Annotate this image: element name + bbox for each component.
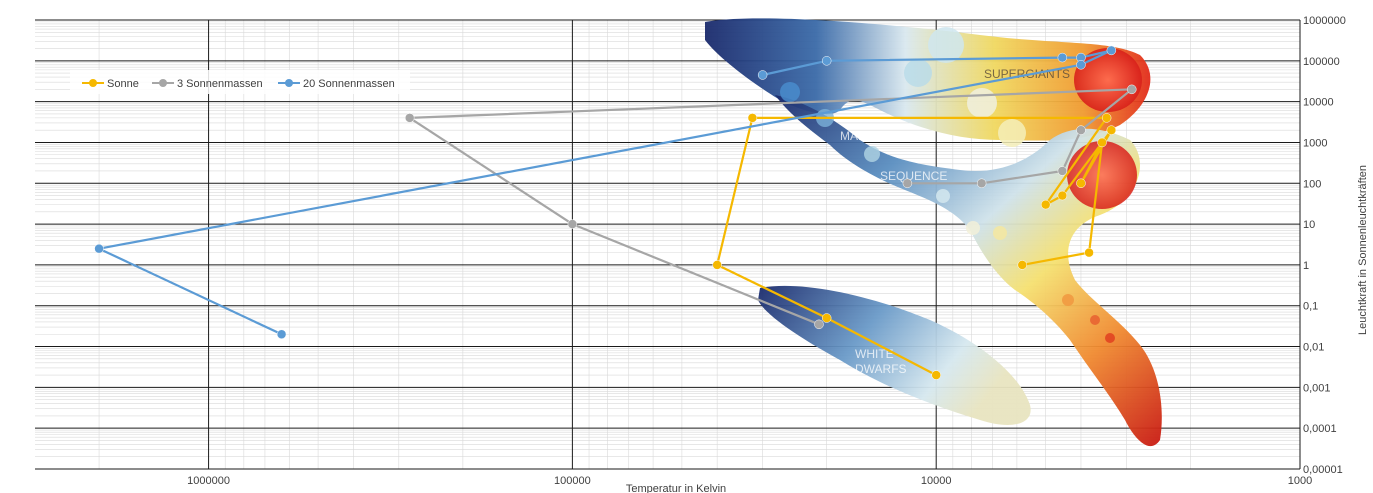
- data-point: [757, 70, 768, 80]
- legend-label: 20 Sonnenmassen: [303, 78, 395, 90]
- legend-marker: [285, 79, 293, 87]
- data-point: [1084, 247, 1094, 258]
- legend-marker: [89, 79, 97, 87]
- chart-legend: Sonne 3 Sonnenmassen 20 Sonnenmassen: [70, 70, 410, 94]
- y-tick-label: 0,0001: [1303, 423, 1337, 435]
- star-sphere: [864, 146, 880, 162]
- region-label-main: MAIN: [840, 129, 870, 143]
- data-point: [712, 260, 722, 270]
- star-sphere: [966, 221, 980, 235]
- y-tick-label: 0,1: [1303, 301, 1318, 313]
- data-point: [1097, 137, 1107, 148]
- y-tick-label: 10000: [1303, 97, 1334, 109]
- legend-marker: [159, 79, 167, 87]
- data-point: [1076, 178, 1086, 189]
- data-point: [1057, 166, 1068, 176]
- x-tick-label: 100000: [554, 475, 591, 487]
- y-axis-title: Leuchtkraft in Sonnenleuchtkräften: [1357, 165, 1369, 335]
- star-sphere: [998, 119, 1026, 147]
- data-point: [1017, 260, 1028, 270]
- x-tick-label: 1000000: [187, 475, 230, 487]
- data-point: [1101, 113, 1112, 123]
- series-line: [97, 49, 1113, 336]
- x-tick-label: 10000: [921, 475, 952, 487]
- data-point: [567, 219, 578, 229]
- data-point: [976, 178, 987, 189]
- data-point: [1106, 45, 1117, 56]
- series-line: [408, 88, 1133, 326]
- series-1: [404, 84, 1137, 330]
- y-tick-label: 0,00001: [1303, 464, 1343, 476]
- y-tick-label: 1: [1303, 260, 1309, 272]
- star-sphere: [1090, 315, 1100, 325]
- y-tick-label: 1000: [1303, 137, 1327, 149]
- data-point: [1127, 84, 1137, 95]
- y-tick-label: 100: [1303, 178, 1321, 190]
- data-point: [276, 329, 287, 340]
- x-tick-label: 1000: [1288, 475, 1312, 487]
- x-axis-title: Temperatur in Kelvin: [626, 483, 726, 493]
- region-label-sequence: SEQUENCE: [880, 169, 947, 183]
- star-sphere: [936, 189, 950, 203]
- data-point: [404, 113, 415, 123]
- series-2: [94, 45, 1117, 340]
- data-point: [1057, 52, 1068, 63]
- legend-background: [70, 70, 410, 94]
- red-giant-blob-lower: [1067, 141, 1137, 209]
- data-point: [821, 313, 832, 323]
- star-sphere: [1105, 333, 1115, 343]
- star-sphere: [993, 226, 1007, 240]
- star-sphere: [967, 88, 997, 118]
- y-tick-label: 0,001: [1303, 382, 1331, 394]
- data-point: [1076, 125, 1086, 135]
- data-point: [94, 243, 104, 254]
- series-layer: [94, 45, 1137, 380]
- region-label-white: WHITE: [855, 347, 894, 361]
- data-point: [1040, 199, 1051, 210]
- y-tick-label: 0,01: [1303, 342, 1324, 354]
- data-point: [1057, 190, 1068, 201]
- y-tick-label: 100000: [1303, 56, 1340, 68]
- y-tick-label: 10: [1303, 219, 1315, 231]
- data-point: [1076, 60, 1086, 70]
- data-point: [931, 370, 941, 380]
- data-point: [814, 319, 824, 330]
- legend-label: 3 Sonnenmassen: [177, 78, 263, 90]
- legend-label: Sonne: [107, 78, 139, 90]
- series-0: [712, 113, 1117, 380]
- star-sphere: [928, 27, 964, 63]
- main-sequence-region: [775, 95, 1162, 447]
- y-tick-label: 1000000: [1303, 15, 1346, 27]
- star-sphere: [904, 59, 932, 87]
- star-sphere: [1062, 294, 1074, 306]
- star-sphere: [780, 82, 800, 102]
- data-point: [747, 113, 758, 123]
- axis-tick-labels: 1000000 100000 10000 1000 100 10 1 0,1 0,01 0,001…: [187, 15, 1346, 487]
- data-point: [821, 56, 832, 66]
- region-label-dwarfs: DWARFS: [855, 362, 907, 376]
- data-point: [1106, 125, 1117, 135]
- series-line: [716, 116, 1113, 377]
- data-point: [902, 178, 913, 189]
